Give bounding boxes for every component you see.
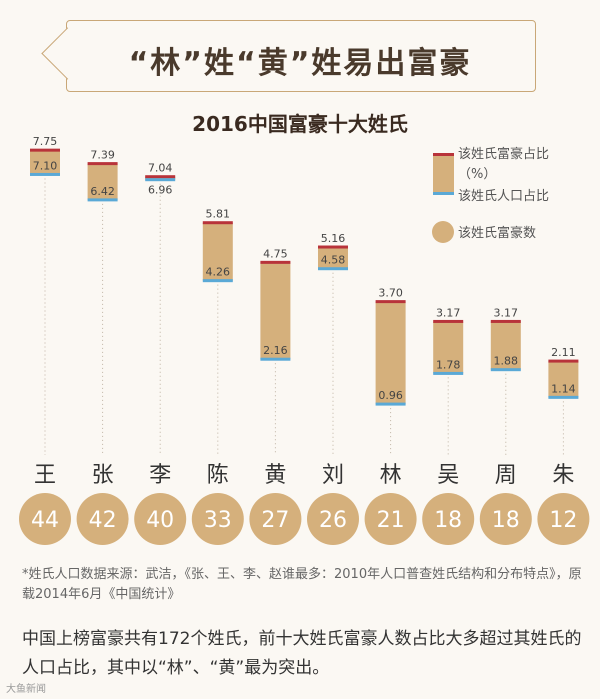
surname-label: 王 xyxy=(34,463,56,488)
range-bar xyxy=(433,321,464,374)
range-bar xyxy=(318,247,348,269)
population-share-marker xyxy=(375,402,406,406)
rich-count-label: 12 xyxy=(549,508,577,533)
population-share-marker xyxy=(87,198,118,202)
population-share-label: 2.16 xyxy=(263,344,288,357)
population-share-label: 1.14 xyxy=(551,382,576,395)
population-share-label: 1.78 xyxy=(436,358,461,371)
range-bar xyxy=(375,301,406,405)
population-share-marker xyxy=(260,357,291,361)
rich-count-label: 42 xyxy=(89,508,117,533)
rich-count-label: 18 xyxy=(492,508,520,533)
wealthy-share-marker xyxy=(260,260,291,264)
wealthy-share-label: 3.17 xyxy=(436,306,461,319)
wealthy-share-marker xyxy=(490,319,521,323)
wealthy-share-label: 3.17 xyxy=(494,306,519,319)
rich-count-label: 21 xyxy=(377,508,405,533)
range-bar xyxy=(30,150,60,175)
surname-label: 林 xyxy=(380,463,402,488)
wealthy-share-label: 5.16 xyxy=(321,232,346,245)
wealthy-share-label: 7.75 xyxy=(33,135,58,148)
rich-count-circle xyxy=(19,493,71,545)
wealthy-share-marker xyxy=(30,148,60,152)
wealthy-share-marker xyxy=(87,162,118,166)
population-share-marker xyxy=(548,395,579,399)
population-share-marker xyxy=(145,178,176,182)
rich-count-label: 33 xyxy=(204,508,232,533)
range-bar xyxy=(490,321,521,370)
rich-count-label: 44 xyxy=(31,508,59,533)
surname-label: 黄 xyxy=(264,463,286,488)
wealthy-share-label: 7.39 xyxy=(90,149,115,162)
population-share-marker xyxy=(490,368,521,372)
legend-count-circle xyxy=(432,221,454,243)
range-bar xyxy=(202,222,233,281)
rich-count-circle xyxy=(364,493,417,545)
footnote: *姓氏人口数据来源：武洁，《张、王、李、赵谁最多：2010年人口普查姓氏结构和分… xyxy=(22,567,582,602)
rich-count-label: 18 xyxy=(434,508,462,533)
wealthy-share-marker xyxy=(318,245,348,249)
summary-text: 中国上榜富豪共有172个姓氏，前十大姓氏富豪人数占比大多超过其姓氏的人口占比，其… xyxy=(22,629,582,678)
range-bar xyxy=(548,361,579,398)
wealthy-share-label: 7.04 xyxy=(148,162,173,175)
corner-logo: 大鱼新闻 xyxy=(6,684,46,695)
wealthy-share-marker xyxy=(375,300,406,304)
population-share-marker xyxy=(318,267,348,271)
rich-count-label: 27 xyxy=(261,508,289,533)
legend-bar-swatch xyxy=(433,154,454,194)
population-share-label: 6.42 xyxy=(90,185,115,198)
range-bar xyxy=(260,262,291,360)
surname-label: 张 xyxy=(92,463,114,488)
wealthy-share-marker xyxy=(145,175,176,179)
rich-count-circle xyxy=(249,493,302,545)
surname-label: 朱 xyxy=(552,463,574,488)
rich-count-label: 26 xyxy=(319,508,347,533)
rich-count-label: 40 xyxy=(146,508,174,533)
population-share-label: 1.88 xyxy=(494,355,519,368)
legend-count-label: 该姓氏富豪数 xyxy=(458,225,536,241)
legend-wealthy-unit: （%） xyxy=(458,167,496,182)
surname-label: 陈 xyxy=(207,463,229,488)
surname-label: 李 xyxy=(149,463,171,488)
legend-wealthy-line xyxy=(433,153,454,156)
surname-chart: 7.75 7.10 王 44 7.39 6.42 张 42 7.04 6.96 李 40 5.81 4.2… xyxy=(19,135,590,545)
rich-count-circle xyxy=(134,493,187,545)
legend-wealthy-label: 该姓氏富豪占比 xyxy=(458,146,549,162)
header-title: “林”姓“黄”姓易出富豪 xyxy=(128,46,472,81)
rich-count-circle xyxy=(479,493,532,545)
population-share-marker xyxy=(30,172,60,176)
wealthy-share-label: 3.70 xyxy=(378,287,403,300)
header-banner xyxy=(66,20,536,92)
range-bar xyxy=(87,163,118,200)
rich-count-circle xyxy=(307,493,359,545)
wealthy-share-label: 2.11 xyxy=(551,346,576,359)
population-share-label: 4.26 xyxy=(206,266,231,279)
population-share-label: 0.96 xyxy=(378,389,403,402)
population-share-label: 4.58 xyxy=(321,254,346,267)
rich-count-circle xyxy=(191,493,244,545)
surname-label: 周 xyxy=(495,463,517,488)
rich-count-circle xyxy=(422,493,475,545)
population-share-marker xyxy=(433,371,464,375)
surname-label: 刘 xyxy=(322,463,344,488)
wealthy-share-label: 5.81 xyxy=(206,208,231,221)
wealthy-share-label: 4.75 xyxy=(263,247,288,260)
legend-population-line xyxy=(433,192,454,195)
population-share-marker xyxy=(202,279,233,283)
wealthy-share-marker xyxy=(202,221,233,225)
chart-title: 2016中国富豪十大姓氏 xyxy=(192,112,408,136)
surname-label: 吴 xyxy=(437,463,459,488)
population-share-label: 6.96 xyxy=(148,184,173,197)
rich-count-circle xyxy=(537,493,590,545)
legend-population-label: 该姓氏人口占比 xyxy=(458,189,549,204)
wealthy-share-marker xyxy=(548,359,579,363)
wealthy-share-marker xyxy=(433,319,464,323)
population-share-label: 7.10 xyxy=(33,159,58,172)
rich-count-circle xyxy=(76,493,129,545)
